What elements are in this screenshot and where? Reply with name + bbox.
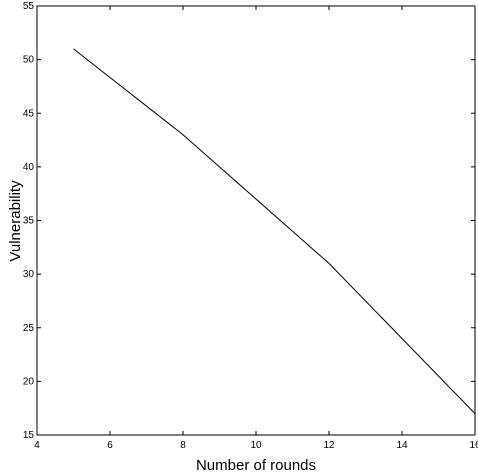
plot-frame xyxy=(36,5,476,436)
y-tick-label: 25 xyxy=(23,323,35,334)
x-tick-label: 4 xyxy=(34,440,40,451)
y-axis-label: Vulnerability xyxy=(7,180,24,262)
y-tick-label: 40 xyxy=(23,162,35,173)
x-axis-label: Number of rounds xyxy=(196,457,316,474)
y-tick-label: 55 xyxy=(23,1,35,12)
x-tick-label: 6 xyxy=(107,440,113,451)
y-tick-label: 15 xyxy=(23,430,35,441)
y-tick-label: 35 xyxy=(23,216,35,227)
ticks xyxy=(36,5,476,436)
x-tick-label: 14 xyxy=(396,440,408,451)
x-tick-label: 10 xyxy=(250,440,262,451)
y-tick-label: 50 xyxy=(23,55,35,66)
x-tick-label: 8 xyxy=(180,440,186,451)
y-tick-label: 45 xyxy=(23,108,35,119)
y-tick-label: 30 xyxy=(23,269,35,280)
series-line xyxy=(73,48,476,414)
x-tick-label: 16 xyxy=(469,440,478,451)
series-group xyxy=(73,48,476,414)
y-tick-label: 20 xyxy=(23,376,35,387)
x-tick-label: 12 xyxy=(323,440,335,451)
tick-labels: 4 6 8 10 12 14 16 15 20 25 30 35 40 45 50 55 xyxy=(23,1,478,451)
